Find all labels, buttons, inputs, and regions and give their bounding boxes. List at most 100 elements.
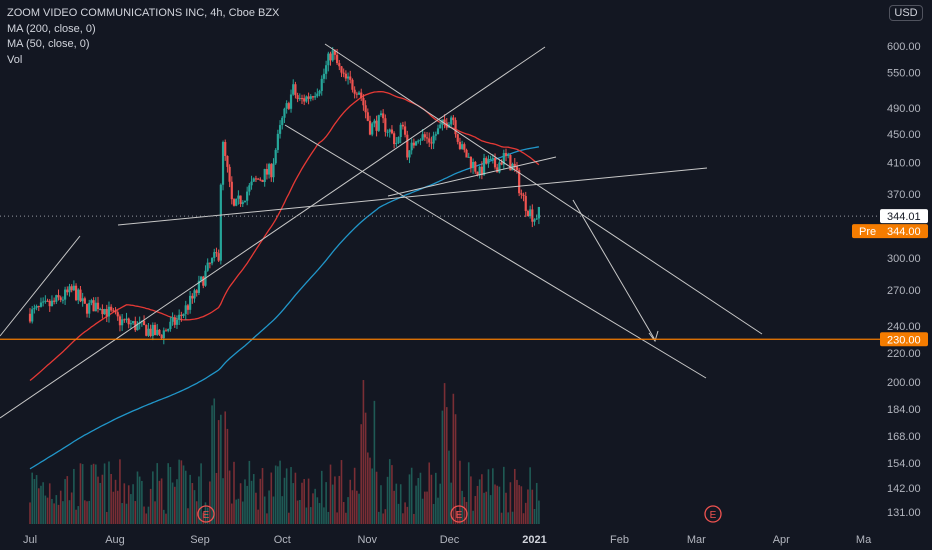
candle-body: [232, 199, 236, 206]
symbol-title: ZOOM VIDEO COMMUNICATIONS INC, 4h, Cboe …: [7, 7, 280, 19]
candle-body: [215, 252, 218, 254]
volume-bar: [220, 414, 222, 524]
candle-body: [142, 320, 146, 326]
volume-bar: [435, 472, 437, 524]
pre-market-tag: [852, 224, 928, 239]
volume-bar: [338, 475, 341, 524]
candle-body: [246, 191, 249, 201]
candle-body: [469, 156, 473, 169]
volume-bar: [149, 488, 152, 524]
volume-bar: [441, 410, 444, 524]
currency-button[interactable]: USD: [889, 5, 923, 21]
candle-body: [125, 318, 128, 320]
volume-bar: [524, 502, 527, 524]
volume-bar: [375, 471, 378, 524]
candle-body: [101, 309, 104, 315]
candle-body: [175, 319, 179, 325]
candle-body: [450, 117, 453, 125]
volume-bar: [241, 501, 244, 524]
volume-bar: [292, 483, 295, 524]
volume-bar: [351, 490, 354, 524]
volume-bar: [202, 512, 205, 524]
volume-bar: [110, 473, 112, 524]
volume-bar: [125, 503, 128, 524]
volume-bar: [70, 492, 73, 524]
candle-body: [193, 290, 196, 299]
volume-bar: [316, 497, 319, 524]
candle-body: [112, 310, 115, 312]
volume-bar: [281, 496, 284, 524]
candle-body: [349, 76, 352, 80]
candle-body: [127, 318, 130, 325]
volume-bar: [511, 511, 514, 524]
candle-body: [371, 123, 374, 135]
volume-bar: [290, 467, 292, 524]
volume-bar: [463, 497, 466, 524]
candle-body: [362, 97, 365, 106]
y-tick-label: 168.00: [887, 431, 921, 443]
volume-bar: [213, 398, 216, 524]
candle-body: [44, 300, 47, 302]
volume-bar: [377, 511, 380, 524]
candle-body: [430, 142, 433, 144]
x-tick-label: Jul: [23, 534, 37, 546]
volume-bar: [134, 501, 137, 524]
candle-body: [417, 140, 420, 142]
y-tick-label: 370.00: [887, 189, 921, 201]
candle-body: [316, 93, 319, 97]
volume-bar: [99, 482, 101, 524]
volume-bar: [342, 501, 345, 524]
volume-bar: [259, 478, 262, 524]
candle-body: [395, 143, 398, 145]
earnings-marker-icon: [197, 505, 215, 523]
y-tick-label: 490.00: [887, 103, 921, 115]
candle-body: [294, 84, 297, 96]
candle-body: [164, 330, 168, 332]
y-tick-label: 450.00: [887, 129, 921, 141]
candle-body: [482, 158, 486, 175]
y-tick-label: 270.00: [887, 285, 921, 297]
volume-bar: [421, 498, 424, 524]
candle-body: [443, 119, 446, 123]
candle-body: [202, 276, 205, 286]
candle-body: [425, 137, 429, 139]
volume-bar: [399, 484, 402, 524]
candle-body: [537, 207, 541, 219]
candle-body: [257, 178, 260, 180]
volume-bar: [391, 465, 393, 524]
candle-body: [180, 314, 183, 316]
candle-body: [434, 134, 437, 136]
candle-body: [55, 295, 58, 302]
volume-bars: [29, 380, 540, 524]
volume-bar: [408, 474, 411, 524]
candle-body: [208, 262, 211, 264]
candle-body: [219, 184, 222, 261]
volume-label: Vol: [7, 53, 23, 66]
candle-body: [228, 166, 231, 182]
candle-body: [428, 138, 431, 143]
candle-body: [250, 181, 253, 186]
volume-bar: [233, 461, 235, 524]
volume-bar: [437, 497, 439, 524]
volume-bar: [81, 464, 84, 524]
volume-bar: [160, 478, 163, 524]
candle-body: [217, 253, 220, 261]
candle-body: [241, 202, 244, 205]
volume-bar: [494, 484, 496, 524]
trend-line: [284, 124, 707, 379]
volume-bar: [44, 495, 47, 524]
y-tick-label: 131.00: [887, 507, 921, 519]
volume-bar: [345, 512, 347, 524]
volume-bar: [84, 500, 86, 524]
volume-bar: [145, 513, 148, 524]
candle-body: [57, 295, 60, 298]
volume-bar: [114, 479, 117, 524]
volume-bar: [533, 508, 536, 524]
volume-bar: [211, 405, 213, 524]
volume-bar: [187, 508, 189, 524]
volume-bar: [299, 499, 301, 524]
candle-body: [173, 317, 176, 325]
volume-bar: [31, 472, 33, 524]
volume-bar: [413, 513, 415, 524]
